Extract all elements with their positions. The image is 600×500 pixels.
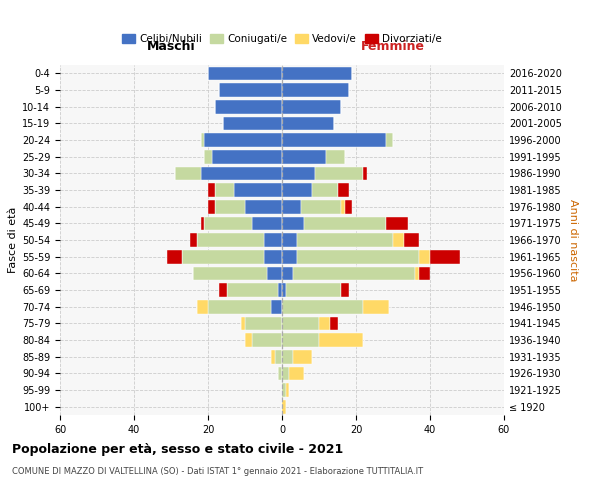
Bar <box>415 266 419 280</box>
Bar <box>245 316 282 330</box>
Bar <box>326 150 345 164</box>
Bar <box>200 216 204 230</box>
Bar <box>278 283 282 297</box>
Bar <box>282 166 316 180</box>
Bar <box>282 300 364 314</box>
Bar <box>263 250 282 264</box>
Bar <box>282 83 349 97</box>
Bar <box>282 266 293 280</box>
Bar <box>282 366 289 380</box>
Bar <box>364 300 389 314</box>
Bar <box>282 150 326 164</box>
Bar <box>282 333 319 347</box>
Bar <box>364 166 367 180</box>
Bar <box>341 200 345 213</box>
Bar <box>245 200 282 213</box>
Bar <box>275 350 282 364</box>
Bar <box>304 216 386 230</box>
Bar <box>311 183 337 197</box>
Text: Maschi: Maschi <box>146 40 196 54</box>
Bar <box>200 166 282 180</box>
Bar <box>175 166 200 180</box>
Bar <box>278 366 282 380</box>
Bar <box>245 333 253 347</box>
Bar <box>319 333 364 347</box>
Bar <box>282 116 334 130</box>
Bar <box>253 333 282 347</box>
Bar <box>227 283 278 297</box>
Bar <box>282 283 286 297</box>
Bar <box>282 216 304 230</box>
Text: Femmine: Femmine <box>361 40 425 54</box>
Bar <box>393 233 404 247</box>
Bar <box>271 300 282 314</box>
Bar <box>282 200 301 213</box>
Bar <box>208 183 215 197</box>
Bar <box>337 183 349 197</box>
Bar <box>330 316 337 330</box>
Bar <box>190 233 197 247</box>
Text: Popolazione per età, sesso e stato civile - 2021: Popolazione per età, sesso e stato civil… <box>12 442 343 456</box>
Bar <box>197 300 208 314</box>
Bar <box>204 150 212 164</box>
Bar <box>282 316 319 330</box>
Bar <box>430 250 460 264</box>
Y-axis label: Fasce di età: Fasce di età <box>8 207 18 273</box>
Bar <box>215 200 245 213</box>
Bar <box>241 316 245 330</box>
Bar <box>234 183 282 197</box>
Bar <box>293 266 415 280</box>
Bar <box>215 183 234 197</box>
Bar <box>282 100 341 114</box>
Bar <box>282 233 297 247</box>
Bar <box>386 216 408 230</box>
Bar <box>289 366 304 380</box>
Bar <box>404 233 419 247</box>
Bar <box>282 350 293 364</box>
Bar <box>200 133 204 147</box>
Bar <box>219 83 282 97</box>
Bar <box>286 383 289 397</box>
Bar <box>419 266 430 280</box>
Bar <box>204 133 282 147</box>
Bar <box>212 150 282 164</box>
Bar <box>208 66 282 80</box>
Bar <box>271 350 275 364</box>
Bar <box>223 116 282 130</box>
Bar <box>282 400 286 413</box>
Bar <box>293 350 311 364</box>
Bar <box>319 316 330 330</box>
Bar <box>208 300 271 314</box>
Text: COMUNE DI MAZZO DI VALTELLINA (SO) - Dati ISTAT 1° gennaio 2021 - Elaborazione T: COMUNE DI MAZZO DI VALTELLINA (SO) - Dat… <box>12 468 423 476</box>
Bar <box>386 133 393 147</box>
Bar <box>282 183 311 197</box>
Bar <box>253 216 282 230</box>
Bar <box>197 233 263 247</box>
Bar <box>301 200 341 213</box>
Bar <box>419 250 430 264</box>
Legend: Celibi/Nubili, Coniugati/e, Vedovi/e, Divorziati/e: Celibi/Nubili, Coniugati/e, Vedovi/e, Di… <box>118 30 446 48</box>
Bar <box>215 100 282 114</box>
Y-axis label: Anni di nascita: Anni di nascita <box>568 198 578 281</box>
Bar <box>282 66 352 80</box>
Bar <box>341 283 349 297</box>
Bar <box>297 250 419 264</box>
Bar <box>204 216 253 230</box>
Bar <box>267 266 282 280</box>
Bar <box>208 200 215 213</box>
Bar <box>193 266 267 280</box>
Bar <box>167 250 182 264</box>
Bar <box>316 166 364 180</box>
Bar <box>286 283 341 297</box>
Bar <box>282 250 297 264</box>
Bar <box>263 233 282 247</box>
Bar <box>282 383 286 397</box>
Bar <box>182 250 263 264</box>
Bar <box>297 233 393 247</box>
Bar <box>219 283 227 297</box>
Bar <box>282 133 386 147</box>
Bar <box>345 200 352 213</box>
